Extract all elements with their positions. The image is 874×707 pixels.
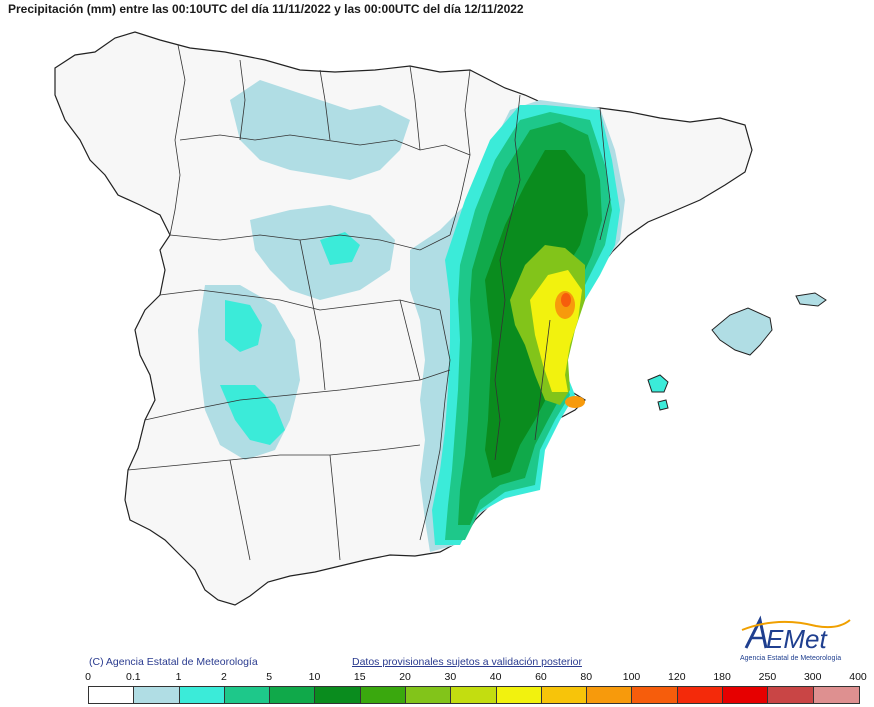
moderate-rain-west-2 xyxy=(220,385,285,445)
legend-labels: 0 0.1 1 2 5 10 15 20 30 40 60 80 100 120 180 250 300 400 xyxy=(0,671,874,685)
legend-color-cell xyxy=(768,687,814,703)
svg-text:EMet: EMet xyxy=(766,624,828,654)
precipitation-map xyxy=(54,31,827,606)
svg-text:Agencia Estatal de Meteorologí: Agencia Estatal de Meteorología xyxy=(740,655,841,662)
legend-color-cell xyxy=(451,687,497,703)
legend-color-cell xyxy=(134,687,180,703)
precipitation-legend xyxy=(88,686,860,704)
mallorca-island xyxy=(711,307,773,356)
legend-threshold-label: 180 xyxy=(713,671,731,683)
legend-color-cell xyxy=(496,687,542,703)
disclaimer-link[interactable]: Datos provisionales sujetos a validación… xyxy=(352,656,582,668)
legend-threshold-label: 0 xyxy=(85,671,91,683)
legend-color-cell xyxy=(89,687,135,703)
legend-threshold-label: 0.1 xyxy=(125,671,141,683)
aemet-logo-graphic: EMet Agencia Estatal de Meteorología xyxy=(740,615,851,662)
legend-threshold-label: 120 xyxy=(668,671,686,683)
legend-color-cell xyxy=(360,687,406,703)
legend-color-cell xyxy=(722,687,769,703)
legend-color-cell xyxy=(179,687,225,703)
regional-borders xyxy=(127,44,611,561)
legend-threshold-label: 10 xyxy=(308,671,321,683)
legend-threshold-label: 40 xyxy=(489,671,502,683)
legend-threshold-label: 80 xyxy=(580,671,593,683)
legend-threshold-label: 100 xyxy=(622,671,641,683)
legend-color-cell xyxy=(315,687,361,703)
legend-color-cell xyxy=(813,687,859,703)
aemet-logo: EMet Agencia Estatal de Meteorología xyxy=(738,614,858,664)
red-rain-zone xyxy=(561,293,571,307)
light-rain-center xyxy=(250,205,395,300)
legend-color-cell xyxy=(677,687,723,703)
legend-color-cell xyxy=(224,687,271,703)
moderate-rain-center xyxy=(320,232,360,265)
copyright-text: (C) Agencia Estatal de Meteorología xyxy=(89,656,258,668)
legend-color-cell xyxy=(405,687,452,703)
precipitation-fields xyxy=(198,80,625,552)
light-rain-north xyxy=(230,80,410,180)
legend-threshold-label: 30 xyxy=(444,671,457,683)
legend-color-cell xyxy=(632,687,678,703)
menorca-island xyxy=(795,292,827,307)
legend-threshold-label: 250 xyxy=(758,671,777,683)
map-title: Precipitación (mm) entre las 00:10UTC de… xyxy=(8,2,524,16)
moderate-rain-west-1 xyxy=(225,300,262,352)
legend-threshold-label: 5 xyxy=(266,671,273,683)
legend-threshold-label: 400 xyxy=(849,671,867,683)
legend-color-cell xyxy=(541,687,588,703)
orange-rain-zone-2 xyxy=(565,396,585,408)
legend-color-cell xyxy=(587,687,633,703)
legend-threshold-label: 20 xyxy=(399,671,411,683)
legend-threshold-label: 300 xyxy=(803,671,822,683)
legend-threshold-label: 2 xyxy=(220,671,227,683)
legend-color-cell xyxy=(270,687,316,703)
formentera-island xyxy=(657,399,669,411)
legend-threshold-label: 15 xyxy=(353,671,366,683)
legend-threshold-label: 60 xyxy=(535,671,547,683)
ibiza-island xyxy=(647,374,669,393)
legend-threshold-label: 1 xyxy=(175,671,182,683)
